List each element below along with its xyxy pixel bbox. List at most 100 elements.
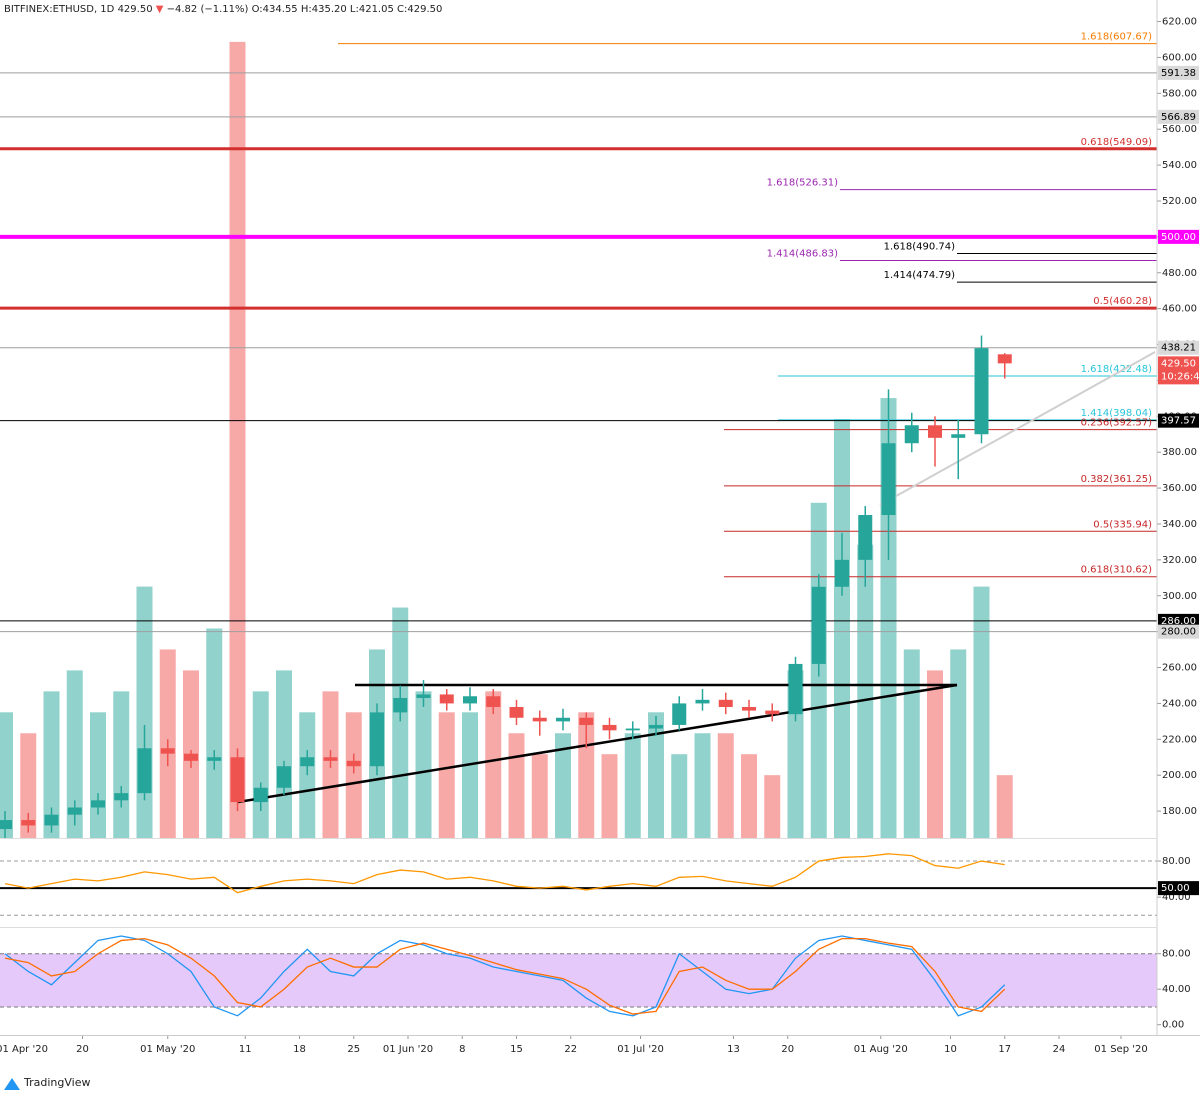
x-tick-label: 15 — [510, 1044, 523, 1055]
x-tick-label: 8 — [459, 1044, 465, 1055]
y-tick-label: 620.00 — [1162, 17, 1197, 28]
logo — [4, 1078, 20, 1090]
symbol: BITFINEX:ETHUSD, 1D — [4, 4, 115, 15]
volume-bar — [206, 628, 223, 838]
candle-body — [858, 515, 873, 560]
x-tick-label: 18 — [293, 1044, 306, 1055]
volume-bar — [66, 670, 83, 838]
price-tag-label: 397.57 — [1161, 416, 1196, 427]
rsi-line — [4, 853, 1005, 894]
candle-body — [951, 434, 966, 438]
level-label: 1.618(422.48) — [1081, 364, 1153, 375]
level-label: 0.382(361.25) — [1081, 474, 1153, 485]
candle-body — [463, 696, 477, 704]
price-tag-label: 566.89 — [1161, 112, 1196, 123]
volume-bar — [764, 775, 781, 838]
x-tick-label: 10 — [944, 1044, 957, 1055]
candle-body — [811, 586, 826, 664]
stoch-d-line — [4, 938, 1006, 1015]
level-label: 1.414(486.83) — [767, 248, 839, 259]
price-tag-label: 500.00 — [1161, 232, 1196, 243]
y-tick-label: 320.00 — [1162, 555, 1197, 566]
y-tick-label: 220.00 — [1162, 734, 1197, 745]
volume-bar — [0, 712, 13, 838]
stoch-tick-label: 80.00 — [1162, 949, 1191, 960]
rsi-level-label: 50.00 — [1161, 883, 1190, 894]
x-tick-label: 01 Aug '20 — [854, 1044, 908, 1055]
volume-bar — [485, 691, 502, 838]
volume-bar — [741, 754, 757, 838]
ohlc: O:434.55 H:435.20 L:421.05 C:429.50 — [252, 4, 443, 15]
last: 429.50 — [118, 4, 153, 15]
level-label: 1.414(474.79) — [884, 270, 956, 281]
candle-body — [114, 793, 129, 801]
level-label: 0.618(310.62) — [1081, 565, 1153, 576]
x-tick-label: 01 Sep '20 — [1094, 1044, 1147, 1055]
x-tick-label: 01 Apr '20 — [0, 1044, 48, 1055]
candle-body — [370, 712, 384, 767]
x-tick-label: 25 — [347, 1044, 360, 1055]
candle-body — [21, 820, 36, 826]
candle-body — [928, 425, 942, 438]
volume-bar — [345, 712, 362, 838]
last-price-label: 429.50 — [1161, 358, 1196, 369]
last-price-tag — [1158, 356, 1199, 385]
volume-bar — [601, 754, 618, 838]
candle-body — [486, 696, 501, 708]
volume-bar — [20, 733, 37, 838]
candle-body — [997, 354, 1012, 364]
level-label: 0.236(392.57) — [1081, 418, 1153, 429]
price-tag — [1158, 624, 1199, 639]
countdown: 10:26:49 — [1161, 371, 1200, 382]
marks — [0, 335, 1012, 1017]
price-tag — [1158, 229, 1199, 244]
volume-bar — [438, 712, 455, 838]
price-tag — [1158, 109, 1199, 124]
candle-body — [0, 820, 12, 830]
stoch-band-fill — [0, 953, 1157, 1007]
x-tick-label: 24 — [1053, 1044, 1066, 1055]
volume-bar — [624, 733, 641, 838]
candle-body — [881, 443, 896, 516]
y-tick-label: 300.00 — [1162, 591, 1197, 602]
y-tick-label: 480.00 — [1162, 268, 1197, 279]
candle-body — [742, 707, 756, 711]
volume-bar — [555, 733, 571, 838]
price-tag — [1158, 65, 1199, 80]
candle-body — [323, 757, 338, 761]
rsi-level-tag — [1158, 881, 1199, 896]
candle-body — [602, 724, 617, 731]
price-tag-label: 591.38 — [1161, 68, 1196, 79]
change: −4.82 (−1.11%) — [167, 4, 249, 15]
price-tag-label: 280.00 — [1161, 627, 1196, 638]
candle-body — [230, 757, 245, 803]
candle-body — [393, 698, 408, 713]
candle-body — [765, 710, 780, 715]
candle-body — [579, 717, 594, 725]
volume-bar — [927, 670, 943, 838]
volume-bar — [671, 754, 688, 838]
stoch-tick-label: 0.00 — [1162, 1020, 1184, 1031]
volume-bar — [531, 754, 548, 838]
price-tag-label: 438.21 — [1161, 343, 1196, 354]
y-tick-label: 560.00 — [1162, 124, 1197, 135]
x-tick-label: 20 — [781, 1044, 794, 1055]
candle-body — [625, 728, 640, 731]
stoch-k-line — [4, 935, 1006, 1017]
candle-body — [509, 707, 524, 718]
volume-bar — [834, 419, 850, 838]
volume-bar — [717, 733, 734, 838]
volume-bar — [857, 544, 874, 838]
candle-body — [416, 694, 431, 699]
volume-bar — [462, 712, 478, 838]
volume-bar — [90, 712, 106, 838]
candle-body — [649, 724, 663, 729]
header: BITFINEX:ETHUSD, 1D 429.50 ▼ −4.82 (−1.1… — [4, 4, 442, 15]
candle-body — [160, 748, 175, 754]
level-label: 1.618(607.67) — [1081, 32, 1153, 43]
candle-body — [207, 757, 222, 761]
arrow: ▼ — [156, 4, 164, 15]
level-label: 1.618(490.74) — [884, 241, 956, 252]
candle-body — [788, 663, 803, 715]
